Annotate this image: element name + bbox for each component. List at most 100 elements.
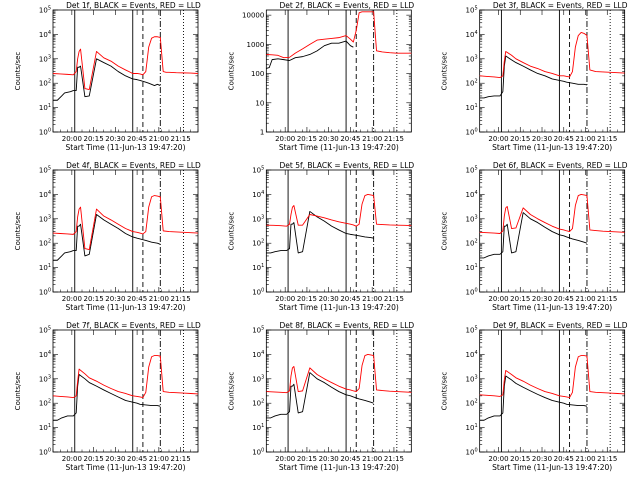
y-tick-label: 100 bbox=[39, 448, 51, 457]
x-tick-label: 21:15 bbox=[597, 455, 617, 463]
x-tick-label: 20:00 bbox=[62, 455, 82, 463]
series-line-lld bbox=[52, 36, 199, 90]
y-axis-label: Counts/sec bbox=[441, 372, 449, 411]
y-tick-label: 100 bbox=[466, 128, 478, 137]
panel-title: Det 2f, BLACK = Events, RED = LLD bbox=[279, 1, 414, 10]
x-tick-label: 21:15 bbox=[171, 295, 191, 303]
y-tick-label: 100 bbox=[252, 448, 264, 457]
panel-title: Det 5f, BLACK = Events, RED = LLD bbox=[279, 161, 414, 170]
y-tick-label: 104 bbox=[466, 30, 478, 39]
x-tick-label: 21:00 bbox=[149, 295, 169, 303]
x-axis-label: Start Time (11-Jun-13 19:47:20) bbox=[279, 303, 399, 312]
y-tick-label: 10 bbox=[255, 99, 264, 107]
panel-title: Det 3f, BLACK = Events, RED = LLD bbox=[493, 1, 628, 10]
x-tick-label: 20:00 bbox=[275, 295, 295, 303]
y-tick-label: 102 bbox=[39, 239, 51, 248]
x-tick-label: 20:45 bbox=[340, 455, 360, 463]
x-tick-label: 21:00 bbox=[362, 295, 382, 303]
y-tick-label: 104 bbox=[466, 190, 478, 199]
series-line-events bbox=[266, 40, 354, 69]
series-line-lld bbox=[479, 355, 625, 399]
x-tick-label: 20:45 bbox=[340, 295, 360, 303]
x-tick-label: 20:00 bbox=[488, 135, 508, 143]
x-tick-label: 20:30 bbox=[319, 135, 339, 143]
x-tick-label: 20:00 bbox=[275, 135, 295, 143]
x-tick-label: 21:00 bbox=[575, 295, 595, 303]
y-tick-label: 104 bbox=[466, 350, 478, 359]
series-line-events bbox=[266, 211, 374, 254]
x-tick-label: 21:00 bbox=[575, 455, 595, 463]
x-tick-label: 20:30 bbox=[532, 135, 552, 143]
y-tick-label: 102 bbox=[39, 79, 51, 88]
x-axis-label: Start Time (11-Jun-13 19:47:20) bbox=[66, 303, 186, 312]
y-tick-label: 105 bbox=[466, 326, 478, 335]
y-tick-label: 102 bbox=[466, 239, 478, 248]
y-tick-label: 105 bbox=[39, 6, 51, 15]
x-tick-label: 21:15 bbox=[171, 455, 191, 463]
y-tick-label: 100 bbox=[252, 288, 264, 297]
x-tick-label: 20:30 bbox=[319, 295, 339, 303]
series-line-lld bbox=[479, 32, 625, 79]
x-tick-label: 20:45 bbox=[554, 135, 574, 143]
x-tick-label: 21:00 bbox=[362, 135, 382, 143]
x-tick-label: 20:00 bbox=[488, 455, 508, 463]
y-tick-label: 103 bbox=[39, 374, 51, 383]
x-tick-label: 21:15 bbox=[384, 295, 404, 303]
x-tick-label: 20:30 bbox=[105, 135, 125, 143]
y-tick-label: 103 bbox=[466, 214, 478, 223]
x-tick-label: 20:45 bbox=[554, 295, 574, 303]
x-tick-label: 20:45 bbox=[127, 295, 147, 303]
x-tick-label: 20:15 bbox=[84, 455, 104, 463]
y-tick-label: 103 bbox=[252, 214, 264, 223]
series-line-events bbox=[266, 372, 374, 419]
x-axis-label: Start Time (11-Jun-13 19:47:20) bbox=[492, 463, 612, 472]
panel-title: Det 8f, BLACK = Events, RED = LLD bbox=[279, 321, 414, 330]
x-tick-label: 21:00 bbox=[149, 135, 169, 143]
series-line-lld bbox=[52, 195, 199, 250]
y-tick-label: 101 bbox=[252, 263, 264, 272]
y-tick-label: 1000 bbox=[247, 41, 265, 49]
series-line-events bbox=[479, 212, 588, 259]
x-tick-label: 20:45 bbox=[127, 135, 147, 143]
y-axis-label: Counts/sec bbox=[227, 212, 235, 251]
y-tick-label: 1 bbox=[260, 129, 264, 137]
y-tick-label: 100 bbox=[251, 70, 264, 78]
y-tick-label: 101 bbox=[39, 103, 51, 112]
y-tick-label: 105 bbox=[466, 166, 478, 175]
panel-title: Det 4f, BLACK = Events, RED = LLD bbox=[66, 161, 201, 170]
x-tick-label: 20:15 bbox=[84, 135, 104, 143]
x-axis-label: Start Time (11-Jun-13 19:47:20) bbox=[66, 463, 186, 472]
x-tick-label: 20:30 bbox=[532, 295, 552, 303]
x-tick-label: 21:00 bbox=[575, 135, 595, 143]
y-tick-label: 104 bbox=[39, 30, 51, 39]
y-tick-label: 103 bbox=[466, 54, 478, 63]
x-tick-label: 20:00 bbox=[62, 135, 82, 143]
panel-det-7: Det 7f, BLACK = Events, RED = LLD 100 101 1… bbox=[14, 321, 201, 472]
panel-det-2: Det 2f, BLACK = Events, RED = LLD 1 10 100 1… bbox=[227, 1, 414, 152]
x-axis-label: Start Time (11-Jun-13 19:47:20) bbox=[279, 143, 399, 152]
y-tick-label: 100 bbox=[39, 288, 51, 297]
x-tick-label: 21:15 bbox=[171, 135, 191, 143]
x-axis-label: Start Time (11-Jun-13 19:47:20) bbox=[279, 463, 399, 472]
y-tick-label: 104 bbox=[39, 190, 51, 199]
x-tick-label: 21:00 bbox=[362, 455, 382, 463]
x-tick-label: 20:15 bbox=[297, 295, 317, 303]
x-axis-label: Start Time (11-Jun-13 19:47:20) bbox=[492, 143, 612, 152]
y-tick-label: 103 bbox=[252, 374, 264, 383]
x-axis-label: Start Time (11-Jun-13 19:47:20) bbox=[66, 143, 186, 152]
series-line-lld bbox=[266, 353, 412, 394]
series-line-events bbox=[479, 55, 588, 99]
series-line-lld bbox=[266, 11, 412, 59]
y-axis-label: Counts/sec bbox=[14, 212, 22, 251]
x-tick-label: 20:30 bbox=[105, 455, 125, 463]
y-tick-label: 104 bbox=[252, 190, 264, 199]
y-tick-label: 105 bbox=[39, 326, 51, 335]
y-tick-label: 100 bbox=[39, 128, 51, 137]
x-tick-label: 20:30 bbox=[319, 455, 339, 463]
x-tick-label: 20:45 bbox=[340, 135, 360, 143]
x-tick-label: 21:15 bbox=[384, 135, 404, 143]
y-tick-label: 105 bbox=[252, 166, 264, 175]
x-tick-label: 20:30 bbox=[532, 455, 552, 463]
y-axis-label: Counts/sec bbox=[14, 372, 22, 411]
panel-title: Det 1f, BLACK = Events, RED = LLD bbox=[66, 1, 201, 10]
